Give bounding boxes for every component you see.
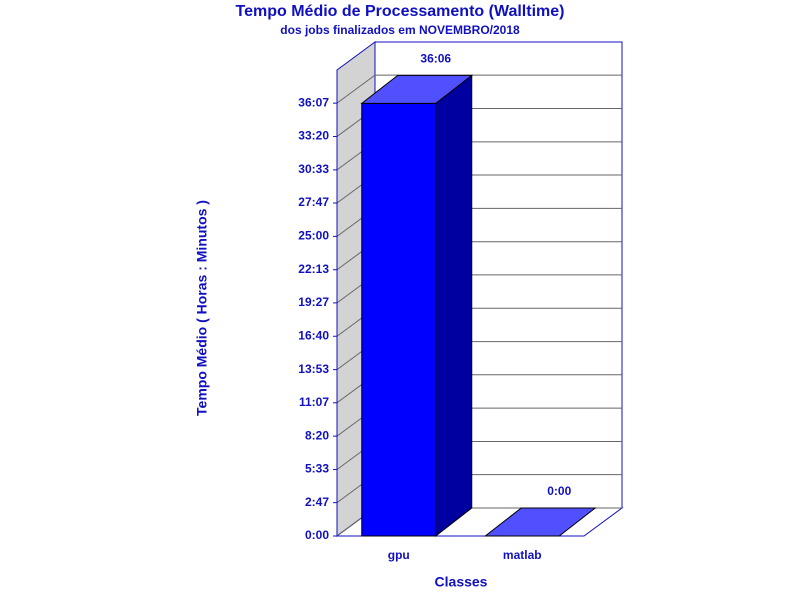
y-tick-label: 13:53 — [298, 362, 329, 376]
y-tick-label: 22:13 — [298, 262, 329, 276]
y-tick-label: 16:40 — [298, 328, 329, 342]
y-tick-label: 33:20 — [298, 129, 329, 143]
y-axis-title: Tempo Médio ( Horas : Minutos ) — [194, 200, 210, 416]
bar-top — [360, 74, 474, 104]
y-tick-label: 5:33 — [305, 462, 329, 476]
y-tick-label: 8:20 — [305, 428, 329, 442]
grid-line — [336, 74, 376, 104]
x-tick-label: gpu — [388, 548, 410, 562]
y-tick-label: 0:00 — [305, 528, 329, 542]
y-tick-label: 19:27 — [298, 295, 329, 309]
bar-top — [483, 507, 597, 537]
y-tick-label: 2:47 — [305, 495, 329, 509]
value-label: 36:06 — [420, 52, 451, 66]
bar-side — [435, 74, 473, 538]
y-tick-label: 25:00 — [298, 229, 329, 243]
value-label: 0:00 — [547, 484, 571, 498]
y-tick-label: 27:47 — [298, 195, 329, 209]
y-tick-label: 36:07 — [298, 95, 329, 109]
chart-subtitle: dos jobs finalizados em NOVEMBRO/2018 — [280, 23, 520, 37]
x-axis-title: Classes — [435, 574, 488, 590]
x-tick-label: matlab — [503, 548, 542, 562]
chart-title: Tempo Médio de Processamento (Walltime) — [236, 3, 565, 20]
y-tick-label: 11:07 — [299, 395, 329, 409]
bar — [361, 102, 437, 537]
y-tick-label: 30:33 — [298, 162, 329, 176]
